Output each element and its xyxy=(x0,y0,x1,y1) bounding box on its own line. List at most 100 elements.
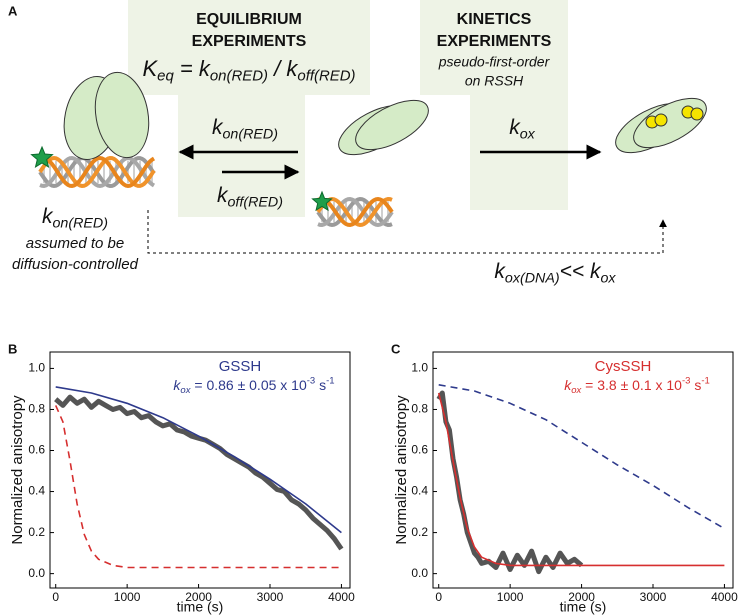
rate-label: kox(DNA)<< kox xyxy=(494,260,616,287)
rate-label: kox xyxy=(509,116,535,143)
keq-formula: Keq = kon(RED) / koff(RED) xyxy=(142,56,355,85)
equilibrium-box xyxy=(178,95,305,217)
y-tick-label: 0.8 xyxy=(28,402,45,416)
annotation-part: = 3.8 ± 0.1 x 10 xyxy=(581,377,682,393)
x-tick-label: 0 xyxy=(435,590,442,604)
annotation-part: -3 xyxy=(307,375,315,386)
title: EXPERIMENTS xyxy=(192,33,307,50)
x-tick-label: 4000 xyxy=(328,590,355,604)
y-tick-label: 0.2 xyxy=(411,525,428,539)
dashed-arrow xyxy=(147,210,667,254)
x-tick-label: 2000 xyxy=(568,590,595,604)
y-tick-label: 0.4 xyxy=(28,484,45,498)
y-tick-label: 0.0 xyxy=(411,566,428,580)
annotation: kox = 3.8 ± 0.1 x 10-3 s-1 xyxy=(564,375,710,396)
annotation-part: -3 xyxy=(682,375,690,386)
series-line xyxy=(436,390,584,575)
dna-strand xyxy=(39,155,156,189)
panel-label: A xyxy=(8,3,18,18)
sulfur xyxy=(654,113,668,127)
y-tick-label: 0.6 xyxy=(28,443,45,457)
fluorophore xyxy=(311,190,333,212)
rate-label-part: k xyxy=(217,184,229,207)
rate-label-part: ox xyxy=(520,126,536,142)
series-line xyxy=(438,384,725,530)
x-tick-label: 0 xyxy=(52,590,59,604)
dna-strand xyxy=(39,155,156,189)
series-line xyxy=(54,394,344,551)
rate-label-part: off(RED) xyxy=(228,194,283,210)
annotation-part: ox xyxy=(571,385,582,396)
x-axis-label: time (s) xyxy=(177,599,224,615)
sulfur xyxy=(690,107,704,121)
note: assumed to be xyxy=(26,235,124,252)
keq-formula-part: K xyxy=(142,56,158,81)
annotation-part: s xyxy=(315,377,326,393)
x-tick-label: 1000 xyxy=(497,590,524,604)
x-tick-label: 1000 xyxy=(114,590,141,604)
rate-label-part: k xyxy=(509,116,521,139)
y-tick-label: 0.2 xyxy=(28,525,45,539)
kinetics-box xyxy=(420,0,568,95)
keq-formula-part: / k xyxy=(268,56,298,81)
title: KINETICS xyxy=(457,11,532,28)
keq-formula-part: on(RED) xyxy=(210,68,268,85)
y-axis-label: Normalized anisotropy xyxy=(393,395,410,545)
annotation-part: = 0.86 ± 0.05 x 10 xyxy=(190,377,306,393)
dna-strand xyxy=(317,196,394,228)
annotation-part: ox xyxy=(180,385,191,396)
x-tick-label: 3000 xyxy=(257,590,284,604)
y-tick-label: 0.4 xyxy=(411,484,428,498)
keq-formula-part: off(RED) xyxy=(297,68,355,85)
y-tick-label: 0.0 xyxy=(28,566,45,580)
x-tick-label: 3000 xyxy=(640,590,667,604)
annotation-title: GSSH xyxy=(219,358,262,375)
note: diffusion-controlled xyxy=(12,256,139,273)
title: EQUILIBRIUM xyxy=(196,11,302,28)
series-line xyxy=(54,405,342,569)
rate-label-part: ox xyxy=(600,270,616,286)
plot-frame xyxy=(49,351,351,589)
x-tick-label: 4000 xyxy=(711,590,738,604)
annotation-part: s xyxy=(690,377,701,393)
annotation-part: -1 xyxy=(326,375,334,386)
rate-label: koff(RED) xyxy=(217,184,283,211)
rate-label-part: k xyxy=(212,116,224,139)
subtitle: pseudo-first-order xyxy=(438,54,551,70)
protein xyxy=(94,71,150,159)
panel-label: B xyxy=(8,341,17,356)
rate-label: kon(RED) xyxy=(212,116,278,143)
dna-strand xyxy=(317,196,394,228)
y-axis-label: Normalized anisotropy xyxy=(9,395,26,545)
rate-label-part: << k xyxy=(560,260,602,283)
y-tick-label: 0.8 xyxy=(411,402,428,416)
fluorophore xyxy=(30,145,54,168)
rate-label-part: k xyxy=(494,260,506,283)
annotation-part: -1 xyxy=(701,375,709,386)
illustration xyxy=(30,71,707,228)
x-axis-label: time (s) xyxy=(560,599,607,615)
subtitle: on RSSH xyxy=(465,73,524,89)
title: EXPERIMENTS xyxy=(437,33,552,50)
keq-formula-part: = k xyxy=(174,56,211,81)
plot-frame xyxy=(432,351,734,589)
series-line xyxy=(55,386,342,534)
keq-formula-part: eq xyxy=(157,68,174,85)
y-tick-label: 1.0 xyxy=(28,361,45,375)
rate-label-part: ox(DNA) xyxy=(505,270,560,286)
rate-label: kon(RED) xyxy=(42,205,108,232)
series-line xyxy=(437,392,725,567)
annotation: kox = 0.86 ± 0.05 x 10-3 s-1 xyxy=(173,375,334,396)
rate-label-part: k xyxy=(42,205,54,228)
rate-label-part: on(RED) xyxy=(223,126,279,142)
annotation-title: CysSSH xyxy=(595,358,652,375)
annotation-part: k xyxy=(173,377,181,393)
x-tick-label: 2000 xyxy=(185,590,212,604)
protein xyxy=(355,99,429,151)
panel-label: C xyxy=(391,341,401,356)
equilibrium-box xyxy=(128,0,370,95)
y-tick-label: 1.0 xyxy=(411,361,428,375)
annotation-part: k xyxy=(564,377,572,393)
rate-label-part: on(RED) xyxy=(53,215,109,231)
